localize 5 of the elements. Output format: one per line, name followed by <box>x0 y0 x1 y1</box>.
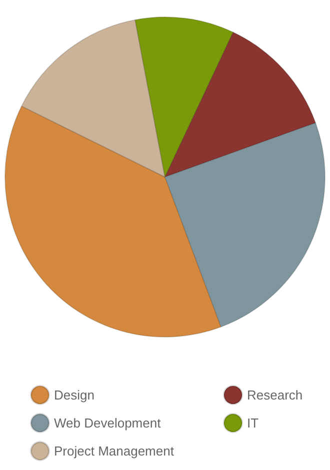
legend-label: Research <box>247 388 303 402</box>
legend-label: Project Management <box>54 444 174 458</box>
legend-label: Design <box>54 388 94 402</box>
legend-label: IT <box>247 416 259 430</box>
legend-label: Web Development <box>54 416 162 430</box>
